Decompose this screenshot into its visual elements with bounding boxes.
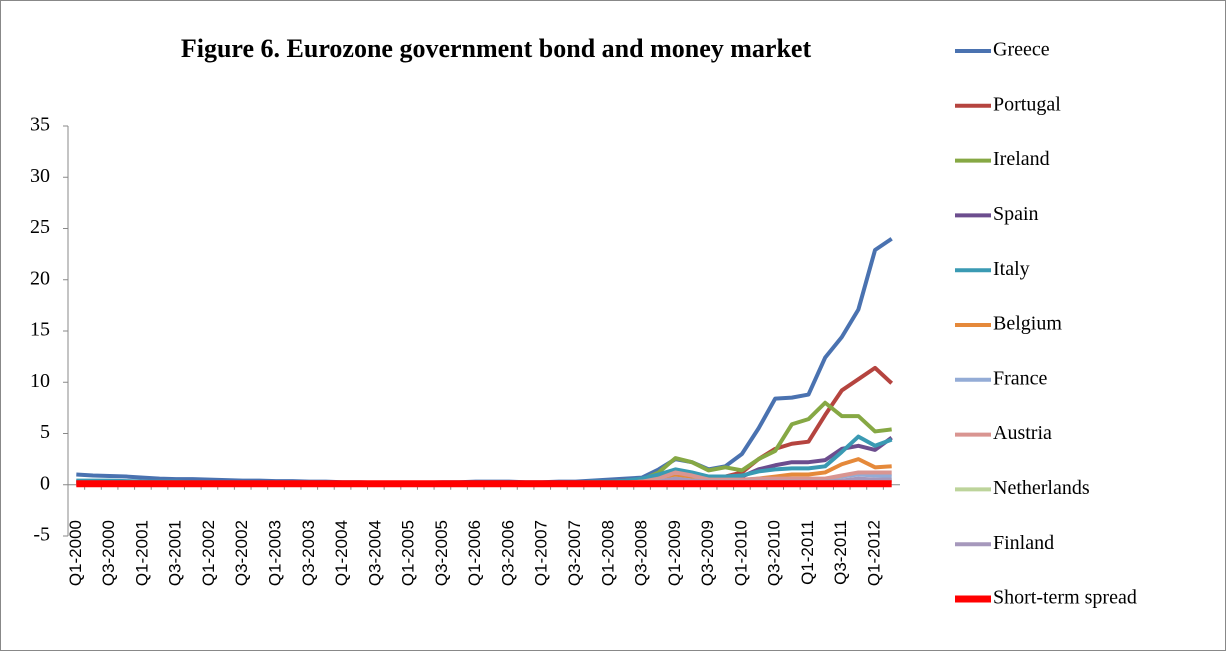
x-tick-label: Q3-2008: [632, 520, 651, 586]
y-tick-label: 15: [30, 319, 50, 341]
legend-label: Short-term spread: [993, 587, 1137, 609]
legend-label: France: [993, 367, 1048, 389]
legend-label: Ireland: [993, 148, 1050, 170]
x-tick-label: Q3-2011: [831, 520, 850, 585]
x-tick-label: Q1-2003: [265, 520, 284, 586]
x-tick-label: Q1-2005: [399, 520, 418, 586]
x-tick-label: Q3-2010: [765, 520, 784, 586]
y-tick-label: -5: [33, 524, 50, 546]
y-tick-label: 5: [40, 421, 50, 443]
legend-label: Italy: [993, 258, 1030, 280]
x-tick-label: Q3-2000: [99, 520, 118, 586]
x-tick-label: Q3-2007: [565, 520, 584, 586]
x-tick-label: Q1-2004: [332, 520, 351, 586]
x-tick-label: Q3-2002: [232, 520, 251, 586]
y-tick-label: 20: [30, 267, 50, 289]
y-tick-label: 10: [30, 370, 50, 392]
x-tick-label: Q1-2012: [865, 520, 884, 586]
legend-label: Finland: [993, 532, 1054, 554]
x-tick-label: Q3-2006: [498, 520, 517, 586]
chart-title: Figure 6. Eurozone government bond and m…: [181, 34, 812, 63]
x-tick-label: Q1-2000: [66, 520, 85, 586]
legend-label: Netherlands: [993, 477, 1090, 499]
legend-label: Greece: [993, 39, 1050, 61]
y-tick-label: 0: [40, 472, 50, 494]
x-tick-label: Q1-2006: [465, 520, 484, 586]
x-tick-label: Q3-2001: [166, 520, 185, 586]
legend-label: Portugal: [993, 93, 1061, 115]
legend-label: Austria: [993, 422, 1052, 444]
x-tick-label: Q3-2003: [299, 520, 318, 586]
x-tick-label: Q1-2010: [731, 520, 750, 586]
x-tick-label: Q3-2005: [432, 520, 451, 586]
y-tick-label: 35: [30, 114, 50, 136]
x-tick-label: Q1-2001: [132, 520, 151, 586]
y-tick-label: 30: [30, 165, 50, 187]
y-tick-label: 25: [30, 216, 50, 238]
x-tick-label: Q1-2002: [199, 520, 218, 586]
x-tick-label: Q3-2004: [365, 520, 384, 586]
legend-label: Spain: [993, 203, 1039, 225]
x-tick-label: Q1-2007: [532, 520, 551, 586]
x-tick-label: Q1-2008: [598, 520, 617, 586]
x-tick-label: Q1-2011: [798, 520, 817, 585]
x-tick-label: Q1-2009: [665, 520, 684, 586]
legend-label: Belgium: [993, 313, 1062, 335]
x-tick-label: Q3-2009: [698, 520, 717, 586]
